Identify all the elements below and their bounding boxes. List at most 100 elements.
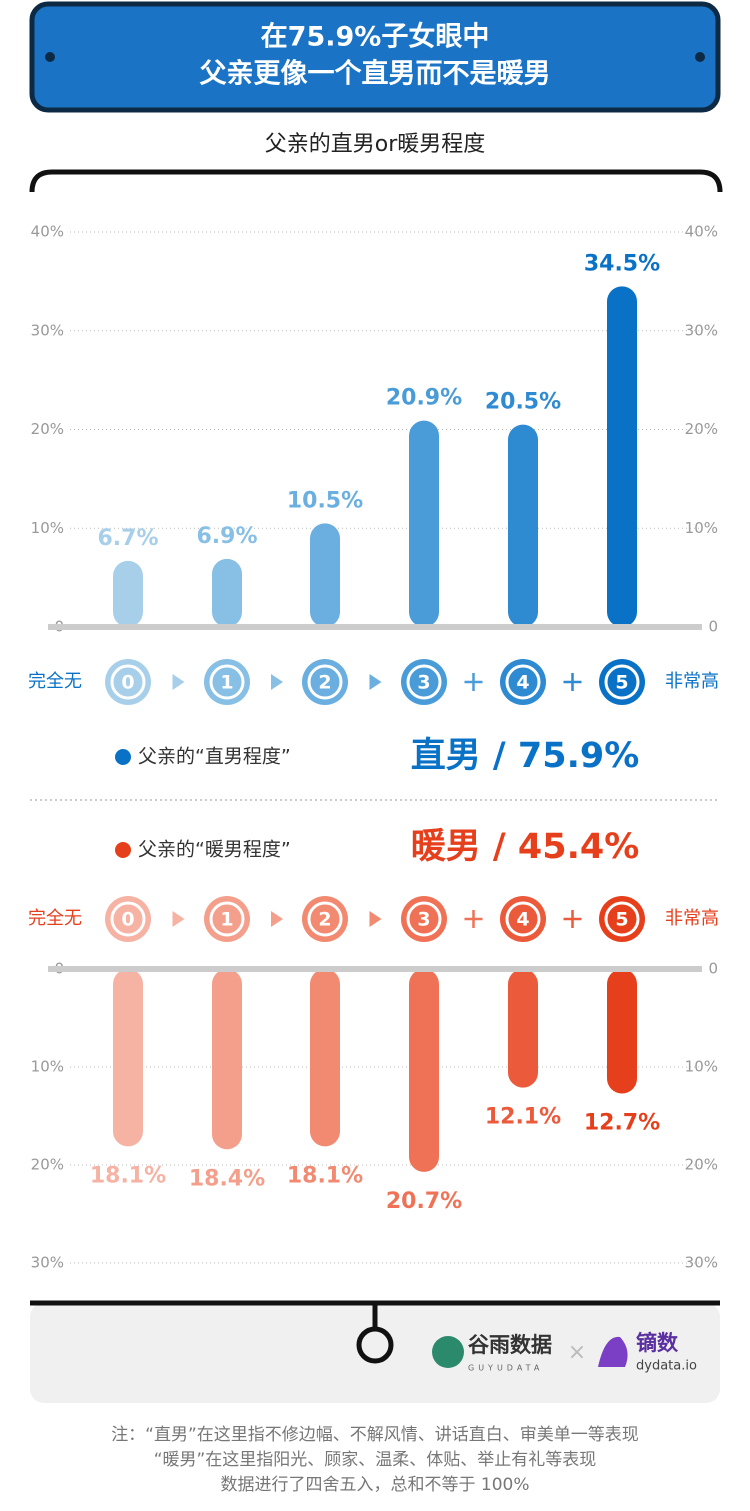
scale-high: 非常高 <box>665 908 719 929</box>
title-line: 在75.9%子女眼中 <box>261 21 490 53</box>
scale-arrow <box>369 674 382 690</box>
scale-ring <box>307 901 343 937</box>
scale-ring <box>604 901 640 937</box>
legend-dot <box>115 749 131 765</box>
scale-low: 完全无 <box>28 671 82 692</box>
bar <box>113 560 143 627</box>
title-line: 父亲更像一个直男而不是暖男 <box>200 59 551 90</box>
bar <box>607 286 637 627</box>
bar <box>212 558 242 627</box>
y-tick-label-right: 0 <box>708 960 718 978</box>
bar <box>409 969 439 1172</box>
value-label: 6.9% <box>196 524 257 549</box>
value-label: 18.1% <box>90 1163 166 1188</box>
y-tick-label-right: 30% <box>685 321 718 339</box>
bar <box>113 969 143 1147</box>
bracket <box>29 169 723 193</box>
bar <box>508 969 538 1088</box>
logo-icon <box>598 1336 628 1367</box>
note: 注：“直男”在这里指不修边幅、不解风情、讲话直白、审美单一等表现 <box>111 1425 639 1445</box>
scale-number: 1 <box>220 909 233 931</box>
value-label: 18.1% <box>287 1163 363 1188</box>
legend-text: 父亲的“直男程度” <box>138 746 291 768</box>
header-dot <box>45 52 55 62</box>
scale-number: 1 <box>220 672 233 694</box>
scale-ring <box>406 901 442 937</box>
value-label: 12.7% <box>584 1110 660 1135</box>
logo-text: 镝数 <box>636 1331 679 1355</box>
scale-ring <box>110 901 146 937</box>
value-label: 20.7% <box>386 1189 462 1214</box>
scale-ring <box>406 664 442 700</box>
legend-text: 父亲的“暖男程度” <box>138 839 291 861</box>
scale-plus <box>563 910 582 928</box>
note: “暖男”在这里指阳光、顾家、温柔、体贴、举止有礼等表现 <box>154 1450 597 1470</box>
bar <box>508 424 538 627</box>
y-tick-label-right: 20% <box>685 420 718 438</box>
scale-arrow <box>369 911 382 927</box>
header-box <box>29 1 721 113</box>
scale-plus <box>464 673 483 691</box>
y-tick-label: 30% <box>31 321 64 339</box>
scale-plus <box>464 910 483 928</box>
scale-low: 完全无 <box>28 908 82 929</box>
value-label: 12.1% <box>485 1105 561 1130</box>
summary: 直男 / 75.9% <box>411 736 640 776</box>
logo-text: 谷雨数据 <box>468 1333 552 1357</box>
scale-number: 5 <box>615 672 628 694</box>
scale-ring <box>209 664 245 700</box>
y-tick-label-right: 30% <box>685 1254 718 1272</box>
footer-ring <box>356 1326 394 1364</box>
scale-ring <box>307 664 343 700</box>
y-tick-label-right: 20% <box>685 1156 718 1174</box>
scale-number: 5 <box>615 909 628 931</box>
bar <box>310 523 340 627</box>
y-tick-label-right: 10% <box>685 1058 718 1076</box>
bar <box>310 969 340 1147</box>
scale-ring <box>505 901 541 937</box>
legend-dot <box>115 842 131 858</box>
scale-arrow <box>172 911 185 927</box>
scale-arrow <box>271 674 283 690</box>
scale-number: 3 <box>417 909 430 931</box>
scale-number: 0 <box>121 672 134 694</box>
scale-arrow <box>271 911 283 927</box>
logo-sub: dydata.io <box>636 1359 697 1374</box>
bar <box>607 969 637 1094</box>
value-label: 34.5% <box>584 251 660 276</box>
scale-ring <box>110 664 146 700</box>
note: 数据进行了四舍五入，总和不等于 100% <box>220 1475 529 1495</box>
y-tick-label-right: 0 <box>708 618 718 636</box>
y-tick-label: 40% <box>31 223 64 241</box>
scale-number: 2 <box>318 672 331 694</box>
y-tick-label: 10% <box>31 519 64 537</box>
scale-number: 2 <box>318 909 331 931</box>
scale-ring <box>604 664 640 700</box>
scale-high: 非常高 <box>665 671 719 692</box>
scale-ring <box>505 664 541 700</box>
header-dot <box>695 52 705 62</box>
subtitle: 父亲的直男or暖男程度 <box>265 132 486 157</box>
footer-box <box>30 1303 720 1403</box>
summary: 暖男 / 45.4% <box>411 827 640 867</box>
y-tick-label: 20% <box>31 420 64 438</box>
value-label: 18.4% <box>189 1166 265 1191</box>
bar <box>212 969 242 1150</box>
y-tick-label-right: 40% <box>685 223 718 241</box>
scale-ring <box>209 901 245 937</box>
scale-number: 4 <box>516 672 529 694</box>
value-label: 6.7% <box>97 526 158 551</box>
scale-number: 0 <box>121 909 134 931</box>
logo-x: × <box>568 1340 586 1365</box>
value-label: 20.5% <box>485 390 561 415</box>
logo-icon <box>432 1336 464 1368</box>
scale-plus <box>563 673 582 691</box>
y-tick-label: 20% <box>31 1156 64 1174</box>
bar <box>409 420 439 627</box>
value-label: 10.5% <box>287 488 363 513</box>
value-label: 20.9% <box>386 386 462 411</box>
scale-number: 4 <box>516 909 529 931</box>
scale-number: 3 <box>417 672 430 694</box>
y-tick-label-right: 10% <box>685 519 718 537</box>
